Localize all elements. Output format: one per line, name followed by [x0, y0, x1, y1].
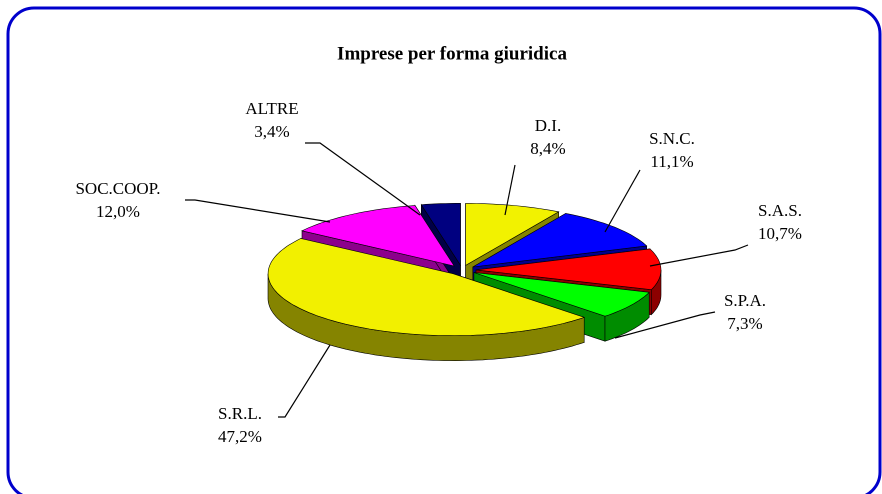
value-label: 11,1%	[650, 152, 693, 171]
leader-line	[278, 344, 331, 418]
value-label: 8,4%	[530, 139, 565, 158]
slice-label: S.R.L.	[218, 404, 262, 423]
slice	[465, 203, 560, 266]
slice-label: S.N.C.	[649, 129, 695, 148]
leader-line	[305, 142, 421, 216]
slice-label: S.A.S.	[758, 201, 802, 220]
leader-line	[504, 164, 516, 216]
slice-label: D.I.	[535, 116, 561, 135]
leader-line	[185, 199, 331, 223]
slice	[267, 238, 586, 337]
slice-label: S.P.A.	[724, 291, 766, 310]
value-label: 7,3%	[727, 314, 762, 333]
slice-label: SOC.COOP.	[75, 179, 160, 198]
slice	[472, 213, 648, 268]
slice	[475, 248, 662, 291]
chart-title: Imprese per forma giuridica	[337, 43, 567, 64]
slice	[420, 203, 461, 267]
leader-line	[614, 311, 716, 339]
slice	[473, 272, 650, 317]
slice-label: ALTRE	[245, 99, 298, 118]
leader-line	[649, 244, 749, 267]
slice	[301, 205, 455, 267]
value-label: 10,7%	[758, 224, 802, 243]
leader-line	[604, 169, 641, 233]
value-label: 12,0%	[96, 202, 140, 221]
value-label: 3,4%	[254, 122, 289, 141]
value-label: 47,2%	[218, 427, 262, 446]
